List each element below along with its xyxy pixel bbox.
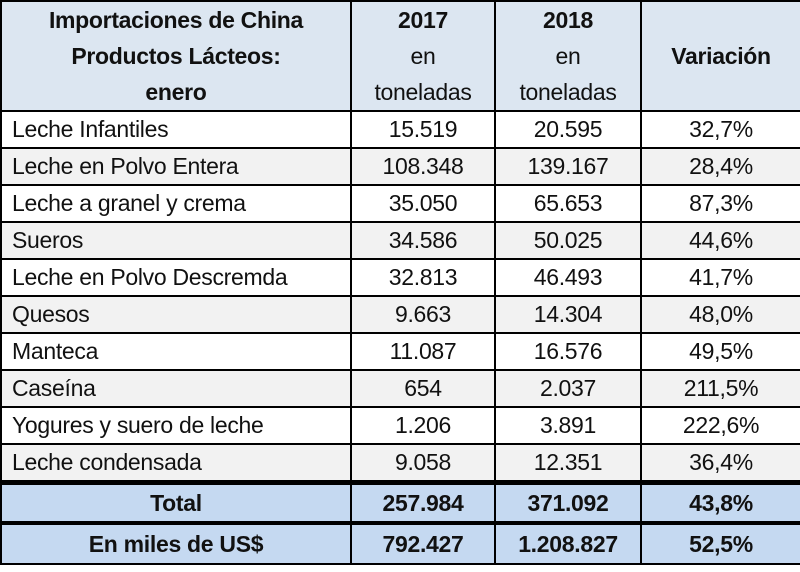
table-row: Leche a granel y crema 35.050 65.653 87,3% xyxy=(0,184,800,223)
value-2017: 108.348 xyxy=(350,147,496,186)
value-2018: 14.304 xyxy=(494,295,642,334)
value-2017: 1.206 xyxy=(350,406,496,445)
value-2017: 11.087 xyxy=(350,332,496,371)
table-row: Quesos 9.663 14.304 48,0% xyxy=(0,295,800,334)
table-row: Leche Infantiles 15.519 20.595 32,7% xyxy=(0,110,800,149)
table-row: Manteca 11.087 16.576 49,5% xyxy=(0,332,800,371)
value-2018: 20.595 xyxy=(494,110,642,149)
value-2018: 2.037 xyxy=(494,369,642,408)
value-2018: 65.653 xyxy=(494,184,642,223)
total-2018: 371.092 xyxy=(494,480,642,524)
product-name: Sueros xyxy=(0,221,352,260)
variation-value: 28,4% xyxy=(640,147,800,186)
variation-value: 32,7% xyxy=(640,110,800,149)
header-variation: Variación xyxy=(640,0,800,112)
product-name: Manteca xyxy=(0,332,352,371)
value-2017: 35.050 xyxy=(350,184,496,223)
value-2018: 16.576 xyxy=(494,332,642,371)
value-2018: 139.167 xyxy=(494,147,642,186)
header-year: 2017 xyxy=(398,7,448,33)
total-2017: 257.984 xyxy=(350,480,496,524)
total-row: Total 257.984 371.092 43,8% xyxy=(0,480,800,524)
usd-variation: 52,5% xyxy=(640,521,800,565)
value-2017: 15.519 xyxy=(350,110,496,149)
product-name: Leche en Polvo Descremda xyxy=(0,258,352,297)
usd-2018: 1.208.827 xyxy=(494,521,642,565)
table-row: Yogures y suero de leche 1.206 3.891 222,6% xyxy=(0,406,800,445)
product-name: Leche a granel y crema xyxy=(0,184,352,223)
header-row: Importaciones de China Productos Lácteos… xyxy=(0,0,800,112)
header-year: 2018 xyxy=(543,7,593,33)
variation-value: 44,6% xyxy=(640,221,800,260)
value-2017: 34.586 xyxy=(350,221,496,260)
value-2017: 32.813 xyxy=(350,258,496,297)
variation-value: 48,0% xyxy=(640,295,800,334)
usd-row: En miles de US$ 792.427 1.208.827 52,5% xyxy=(0,521,800,565)
variation-value: 49,5% xyxy=(640,332,800,371)
table-row: Leche en Polvo Entera 108.348 139.167 28,4% xyxy=(0,147,800,186)
total-label: Total xyxy=(0,480,352,524)
table-row: Caseína 654 2.037 211,5% xyxy=(0,369,800,408)
product-name: Quesos xyxy=(0,295,352,334)
usd-2017: 792.427 xyxy=(350,521,496,565)
variation-value: 222,6% xyxy=(640,406,800,445)
value-2017: 654 xyxy=(350,369,496,408)
product-name: Caseína xyxy=(0,369,352,408)
value-2018: 3.891 xyxy=(494,406,642,445)
header-title: Importaciones de China Productos Lácteos… xyxy=(0,0,352,112)
header-title-line: Productos Lácteos: xyxy=(71,43,281,69)
variation-value: 41,7% xyxy=(640,258,800,297)
product-name: Yogures y suero de leche xyxy=(0,406,352,445)
header-unit: toneladas xyxy=(519,79,617,105)
variation-value: 211,5% xyxy=(640,369,800,408)
value-2018: 50.025 xyxy=(494,221,642,260)
product-name: Leche Infantiles xyxy=(0,110,352,149)
header-2017: 2017 en toneladas xyxy=(350,0,496,112)
header-unit: en xyxy=(555,43,581,69)
variation-value: 87,3% xyxy=(640,184,800,223)
value-2017: 9.663 xyxy=(350,295,496,334)
table-row: Leche condensada 9.058 12.351 36,4% xyxy=(0,443,800,484)
product-name: Leche en Polvo Entera xyxy=(0,147,352,186)
value-2017: 9.058 xyxy=(350,443,496,484)
table-row: Leche en Polvo Descremda 32.813 46.493 41,7… xyxy=(0,258,800,297)
header-title-line: enero xyxy=(145,79,207,105)
variation-value: 36,4% xyxy=(640,443,800,484)
table-row: Sueros 34.586 50.025 44,6% xyxy=(0,221,800,260)
total-variation: 43,8% xyxy=(640,480,800,524)
header-unit: toneladas xyxy=(374,79,472,105)
value-2018: 46.493 xyxy=(494,258,642,297)
header-2018: 2018 en toneladas xyxy=(494,0,642,112)
product-name: Leche condensada xyxy=(0,443,352,484)
header-title-line: Importaciones de China xyxy=(48,7,304,33)
header-unit: en xyxy=(410,43,436,69)
usd-label: En miles de US$ xyxy=(0,521,352,565)
value-2018: 12.351 xyxy=(494,443,642,484)
